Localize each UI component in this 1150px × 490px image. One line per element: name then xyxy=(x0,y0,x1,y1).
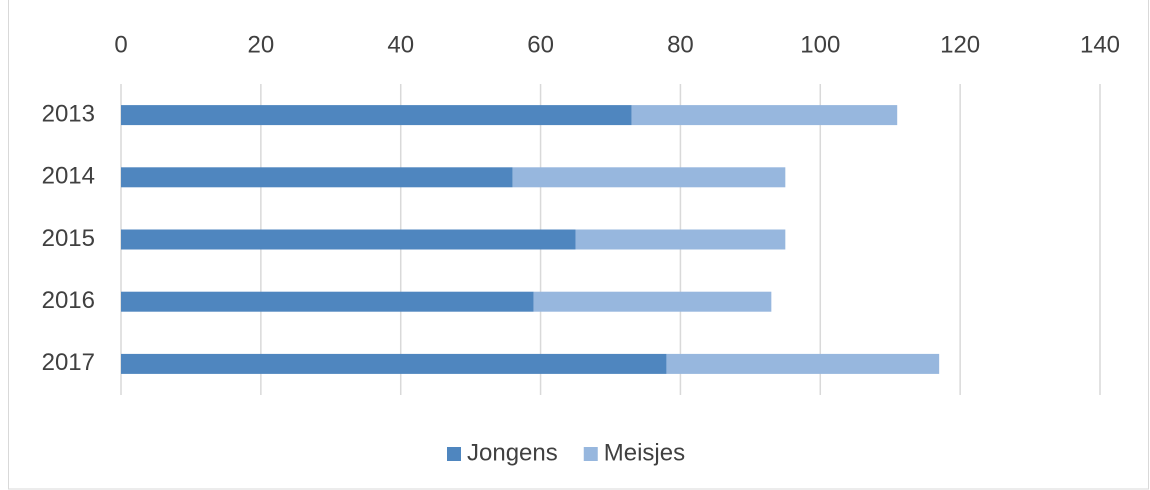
legend-label: Meisjes xyxy=(604,439,685,466)
y-tick-label: 2015 xyxy=(42,225,95,252)
x-tick-label: 80 xyxy=(667,31,694,58)
bar xyxy=(121,105,632,126)
bar xyxy=(666,353,940,374)
bar xyxy=(512,167,786,188)
legend-swatch xyxy=(583,447,598,461)
legend-label: Jongens xyxy=(467,439,558,466)
bar xyxy=(575,229,786,250)
bar xyxy=(121,167,513,188)
bar xyxy=(121,353,667,374)
x-tick-label: 20 xyxy=(248,31,275,58)
legend-swatch xyxy=(447,447,461,461)
x-tick-label: 60 xyxy=(527,31,554,58)
x-tick-label: 40 xyxy=(387,31,414,58)
bar xyxy=(121,291,534,312)
y-tick-label: 2013 xyxy=(42,100,95,127)
bar xyxy=(631,105,898,126)
bar xyxy=(121,229,576,250)
y-tick-label: 2014 xyxy=(42,163,95,190)
x-tick-label: 100 xyxy=(800,31,840,58)
x-tick-label: 120 xyxy=(940,31,980,58)
y-tick-label: 2016 xyxy=(42,287,95,314)
y-tick-label: 2017 xyxy=(42,349,95,376)
x-tick-label: 0 xyxy=(114,31,127,58)
x-tick-label: 140 xyxy=(1080,31,1120,58)
bar xyxy=(533,291,772,312)
